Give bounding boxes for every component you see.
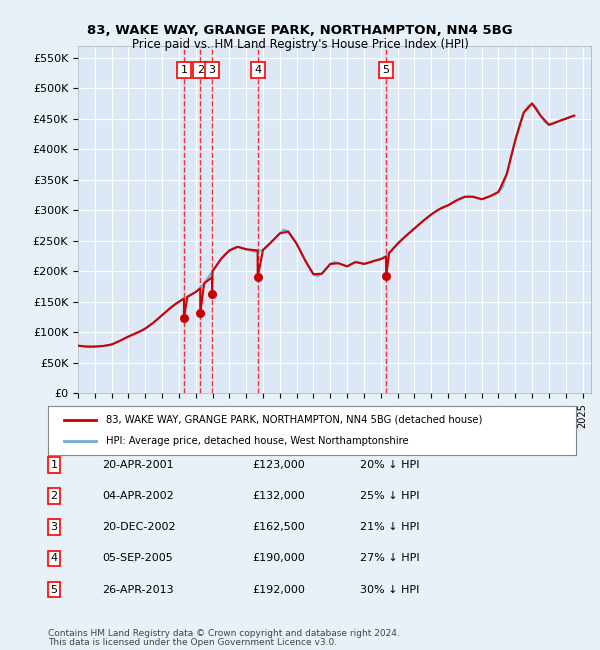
Text: 30% ↓ HPI: 30% ↓ HPI [360, 584, 419, 595]
Text: 5: 5 [383, 65, 389, 75]
Text: 26-APR-2013: 26-APR-2013 [102, 584, 173, 595]
Text: 2: 2 [197, 65, 204, 75]
Point [382, 271, 391, 281]
Text: 4: 4 [50, 553, 58, 564]
Text: 04-APR-2002: 04-APR-2002 [102, 491, 174, 501]
Text: 20-APR-2001: 20-APR-2001 [102, 460, 173, 470]
Point [253, 272, 262, 283]
Point [196, 307, 205, 318]
Text: £190,000: £190,000 [252, 553, 305, 564]
Point [207, 289, 217, 299]
Text: £132,000: £132,000 [252, 491, 305, 501]
Text: 20-DEC-2002: 20-DEC-2002 [102, 522, 176, 532]
Text: 83, WAKE WAY, GRANGE PARK, NORTHAMPTON, NN4 5BG (detached house): 83, WAKE WAY, GRANGE PARK, NORTHAMPTON, … [106, 415, 482, 425]
Text: Contains HM Land Registry data © Crown copyright and database right 2024.: Contains HM Land Registry data © Crown c… [48, 629, 400, 638]
Text: 05-SEP-2005: 05-SEP-2005 [102, 553, 173, 564]
Text: £123,000: £123,000 [252, 460, 305, 470]
Text: Price paid vs. HM Land Registry's House Price Index (HPI): Price paid vs. HM Land Registry's House … [131, 38, 469, 51]
Point [179, 313, 189, 324]
Text: This data is licensed under the Open Government Licence v3.0.: This data is licensed under the Open Gov… [48, 638, 337, 647]
Text: HPI: Average price, detached house, West Northamptonshire: HPI: Average price, detached house, West… [106, 436, 409, 447]
Text: 3: 3 [50, 522, 58, 532]
Text: 1: 1 [181, 65, 187, 75]
Text: 2: 2 [50, 491, 58, 501]
Text: 21% ↓ HPI: 21% ↓ HPI [360, 522, 419, 532]
Text: 3: 3 [209, 65, 215, 75]
Text: 83, WAKE WAY, GRANGE PARK, NORTHAMPTON, NN4 5BG: 83, WAKE WAY, GRANGE PARK, NORTHAMPTON, … [87, 24, 513, 37]
Text: 27% ↓ HPI: 27% ↓ HPI [360, 553, 419, 564]
Text: 20% ↓ HPI: 20% ↓ HPI [360, 460, 419, 470]
Text: 25% ↓ HPI: 25% ↓ HPI [360, 491, 419, 501]
Text: 4: 4 [254, 65, 261, 75]
Text: 5: 5 [50, 584, 58, 595]
Text: 1: 1 [50, 460, 58, 470]
Text: £192,000: £192,000 [252, 584, 305, 595]
Text: £162,500: £162,500 [252, 522, 305, 532]
